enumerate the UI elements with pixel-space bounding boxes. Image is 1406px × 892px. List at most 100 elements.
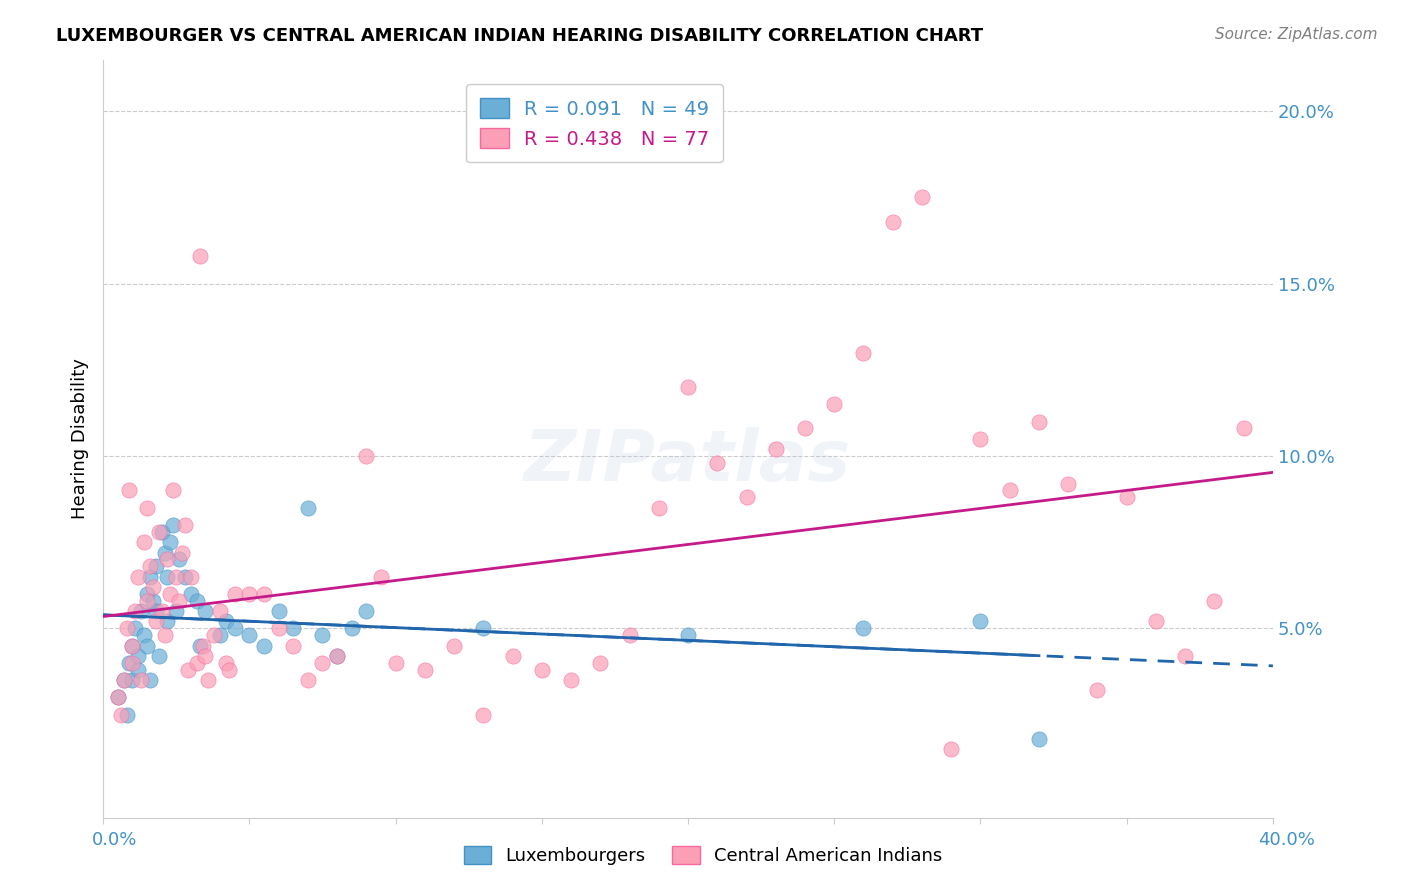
Point: [186, 594, 208, 608]
Point: [112, 673, 135, 687]
Point: [139, 673, 162, 687]
Point: [186, 656, 208, 670]
Point: [384, 656, 406, 670]
Point: [107, 690, 129, 705]
Text: LUXEMBOURGER VS CENTRAL AMERICAN INDIAN HEARING DISABILITY CORRELATION CHART: LUXEMBOURGER VS CENTRAL AMERICAN INDIAN …: [56, 27, 983, 45]
Point: [253, 587, 276, 601]
Point: [194, 648, 217, 663]
Point: [132, 535, 155, 549]
Point: [159, 587, 181, 601]
Point: [472, 621, 495, 635]
Point: [156, 552, 179, 566]
Point: [238, 628, 260, 642]
Point: [139, 569, 162, 583]
Point: [969, 432, 991, 446]
Point: [162, 483, 184, 498]
Point: [765, 442, 787, 456]
Point: [118, 483, 141, 498]
Point: [124, 621, 146, 635]
Point: [124, 604, 146, 618]
Point: [172, 545, 194, 559]
Point: [1204, 594, 1226, 608]
Point: [209, 604, 232, 618]
Point: [115, 707, 138, 722]
Point: [215, 656, 238, 670]
Point: [253, 639, 276, 653]
Point: [911, 190, 934, 204]
Point: [127, 663, 149, 677]
Point: [326, 648, 349, 663]
Point: [941, 742, 963, 756]
Point: [283, 639, 305, 653]
Point: [326, 648, 349, 663]
Point: [121, 656, 143, 670]
Point: [530, 663, 553, 677]
Point: [267, 621, 290, 635]
Point: [676, 628, 699, 642]
Text: Source: ZipAtlas.com: Source: ZipAtlas.com: [1215, 27, 1378, 42]
Point: [188, 249, 211, 263]
Point: [112, 673, 135, 687]
Point: [413, 663, 436, 677]
Point: [238, 587, 260, 601]
Point: [156, 615, 179, 629]
Point: [1115, 491, 1137, 505]
Point: [127, 648, 149, 663]
Point: [142, 594, 165, 608]
Point: [129, 604, 152, 618]
Point: [194, 604, 217, 618]
Point: [174, 569, 197, 583]
Point: [297, 673, 319, 687]
Point: [153, 628, 176, 642]
Point: [148, 524, 170, 539]
Point: [1028, 731, 1050, 746]
Point: [356, 449, 378, 463]
Point: [174, 517, 197, 532]
Text: 0.0%: 0.0%: [91, 831, 136, 849]
Point: [107, 690, 129, 705]
Point: [197, 673, 219, 687]
Point: [162, 517, 184, 532]
Point: [969, 615, 991, 629]
Point: [142, 580, 165, 594]
Point: [311, 656, 333, 670]
Point: [153, 545, 176, 559]
Point: [191, 639, 214, 653]
Point: [1174, 648, 1197, 663]
Point: [224, 621, 246, 635]
Text: ZIPatlas: ZIPatlas: [524, 427, 852, 496]
Y-axis label: Hearing Disability: Hearing Disability: [72, 359, 89, 519]
Point: [180, 587, 202, 601]
Point: [1028, 415, 1050, 429]
Point: [676, 380, 699, 394]
Point: [209, 628, 232, 642]
Point: [129, 673, 152, 687]
Point: [224, 587, 246, 601]
Point: [150, 604, 173, 618]
Point: [145, 559, 167, 574]
Point: [794, 421, 817, 435]
Point: [121, 639, 143, 653]
Point: [136, 639, 159, 653]
Point: [148, 648, 170, 663]
Point: [156, 569, 179, 583]
Point: [735, 491, 758, 505]
Point: [110, 707, 132, 722]
Legend: R = 0.091   N = 49, R = 0.438   N = 77: R = 0.091 N = 49, R = 0.438 N = 77: [465, 85, 723, 162]
Point: [121, 639, 143, 653]
Point: [589, 656, 612, 670]
Point: [619, 628, 641, 642]
Point: [150, 524, 173, 539]
Point: [340, 621, 363, 635]
Point: [136, 594, 159, 608]
Point: [443, 639, 465, 653]
Point: [202, 628, 225, 642]
Point: [180, 569, 202, 583]
Point: [706, 456, 728, 470]
Point: [356, 604, 378, 618]
Point: [852, 621, 875, 635]
Point: [132, 628, 155, 642]
Point: [297, 500, 319, 515]
Point: [159, 535, 181, 549]
Point: [472, 707, 495, 722]
